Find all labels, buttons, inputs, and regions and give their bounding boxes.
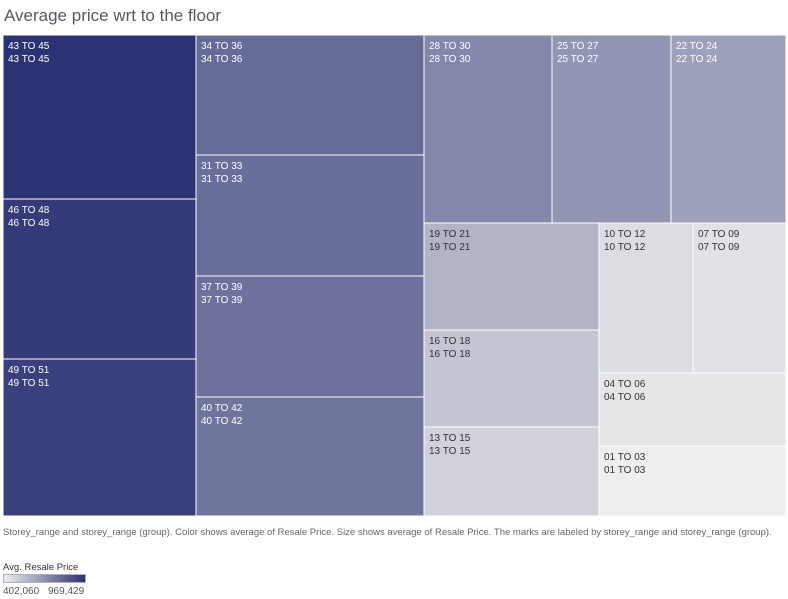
treemap-chart[interactable]: 43 TO 45 43 TO 45 46 TO 48 46 TO 48 49 TO 51… [0, 0, 788, 520]
treemap-tile-label: 31 TO 33 [201, 161, 243, 172]
treemap-tile-group-label: 46 TO 48 [8, 218, 50, 229]
legend-color-ramp [3, 574, 86, 583]
treemap-tile-46-to-48[interactable]: 46 TO 48 46 TO 48 [2, 198, 197, 360]
treemap-tile-label: 25 TO 27 [557, 41, 599, 52]
treemap-tile-28-to-30[interactable]: 28 TO 30 28 TO 30 [423, 34, 553, 224]
treemap-tile-rect[interactable] [195, 275, 425, 398]
treemap-tile-rect[interactable] [423, 222, 600, 331]
treemap-tile-10-to-12[interactable]: 10 TO 12 10 TO 12 [598, 222, 694, 374]
treemap-tile-group-label: 01 TO 03 [604, 465, 646, 476]
treemap-tile-19-to-21[interactable]: 19 TO 21 19 TO 21 [423, 222, 600, 331]
treemap-tile-rect[interactable] [195, 396, 425, 517]
treemap-tile-group-label: 31 TO 33 [201, 174, 243, 185]
treemap-tile-group-label: 22 TO 24 [676, 54, 718, 65]
treemap-tile-43-to-45[interactable]: 43 TO 45 43 TO 45 [2, 34, 197, 200]
treemap-tile-25-to-27[interactable]: 25 TO 27 25 TO 27 [551, 34, 672, 224]
treemap-tile-label: 01 TO 03 [604, 452, 646, 463]
treemap-tile-group-label: 40 TO 42 [201, 416, 243, 427]
treemap-tile-04-to-06[interactable]: 04 TO 06 04 TO 06 [598, 372, 787, 447]
treemap-tile-rect[interactable] [598, 222, 694, 374]
legend-min-label: 402,060 [3, 586, 40, 597]
treemap-tile-rect[interactable] [195, 154, 425, 277]
treemap-tile-31-to-33[interactable]: 31 TO 33 31 TO 33 [195, 154, 425, 277]
treemap-tile-07-to-09[interactable]: 07 TO 09 07 TO 09 [692, 222, 787, 374]
treemap-tile-group-label: 49 TO 51 [8, 378, 50, 389]
treemap-tile-group-label: 43 TO 45 [8, 54, 50, 65]
treemap-tile-group-label: 37 TO 39 [201, 295, 243, 306]
treemap-tile-label: 46 TO 48 [8, 205, 50, 216]
chart-caption: Storey_range and storey_range (group). C… [3, 527, 772, 538]
treemap-tile-label: 22 TO 24 [676, 41, 718, 52]
treemap-tile-rect[interactable] [598, 372, 787, 447]
treemap-tile-22-to-24[interactable]: 22 TO 24 22 TO 24 [670, 34, 787, 224]
treemap-tile-01-to-03[interactable]: 01 TO 03 01 TO 03 [598, 445, 787, 517]
treemap-tile-label: 34 TO 36 [201, 41, 243, 52]
treemap-tile-group-label: 07 TO 09 [698, 242, 740, 253]
treemap-tile-group-label: 16 TO 18 [429, 349, 471, 360]
treemap-tile-group-label: 04 TO 06 [604, 392, 646, 403]
chart-title: Average price wrt to the floor [4, 6, 222, 25]
treemap-tile-rect[interactable] [423, 34, 553, 224]
treemap-tile-group-label: 28 TO 30 [429, 54, 471, 65]
treemap-tile-label: 04 TO 06 [604, 379, 646, 390]
treemap-tile-rect[interactable] [423, 426, 600, 517]
treemap-tile-label: 40 TO 42 [201, 403, 243, 414]
treemap-tile-label: 43 TO 45 [8, 41, 50, 52]
treemap-tile-group-label: 10 TO 12 [604, 242, 646, 253]
treemap-tile-37-to-39[interactable]: 37 TO 39 37 TO 39 [195, 275, 425, 398]
legend-title: Avg. Resale Price [3, 562, 79, 573]
treemap-tile-rect[interactable] [551, 34, 672, 224]
treemap-tile-label: 37 TO 39 [201, 282, 243, 293]
treemap-tile-label: 13 TO 15 [429, 433, 471, 444]
treemap-tile-group-label: 34 TO 36 [201, 54, 243, 65]
treemap-tile-label: 19 TO 21 [429, 229, 471, 240]
treemap-tile-34-to-36[interactable]: 34 TO 36 34 TO 36 [195, 34, 425, 156]
treemap-tile-rect[interactable] [2, 198, 197, 360]
treemap-tile-16-to-18[interactable]: 16 TO 18 16 TO 18 [423, 329, 600, 428]
treemap-tile-group-label: 13 TO 15 [429, 446, 471, 457]
treemap-tile-label: 07 TO 09 [698, 229, 740, 240]
treemap-tile-label: 28 TO 30 [429, 41, 471, 52]
treemap-tile-group-label: 25 TO 27 [557, 54, 599, 65]
treemap-tile-label: 10 TO 12 [604, 229, 646, 240]
treemap-tile-13-to-15[interactable]: 13 TO 15 13 TO 15 [423, 426, 600, 517]
legend-max-label: 969,429 [48, 586, 85, 597]
treemap-tile-rect[interactable] [195, 34, 425, 156]
treemap-tile-rect[interactable] [692, 222, 787, 374]
treemap-tile-40-to-42[interactable]: 40 TO 42 40 TO 42 [195, 396, 425, 517]
treemap-tile-rect[interactable] [670, 34, 787, 224]
treemap-tile-49-to-51[interactable]: 49 TO 51 49 TO 51 [2, 358, 197, 517]
treemap-tile-group-label: 19 TO 21 [429, 242, 471, 253]
treemap-tile-label: 16 TO 18 [429, 336, 471, 347]
treemap-tile-rect[interactable] [598, 445, 787, 517]
treemap-tile-label: 49 TO 51 [8, 365, 50, 376]
